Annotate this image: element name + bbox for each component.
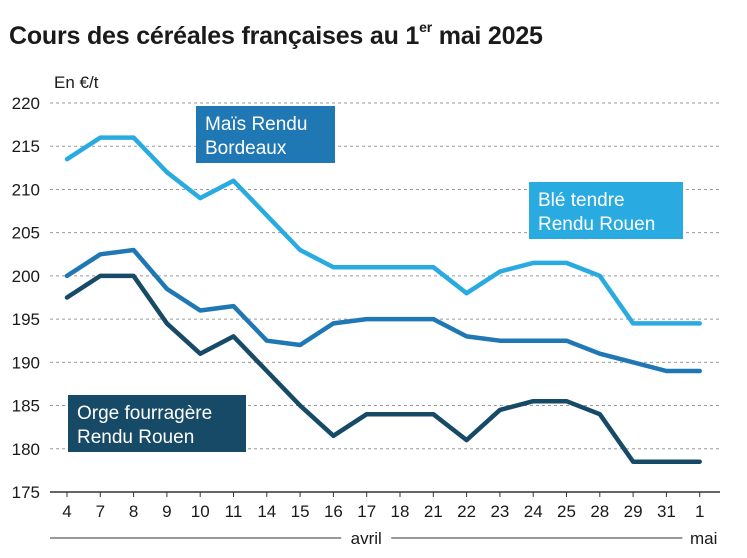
series-label-text: Rendu Rouen [77, 427, 194, 448]
series-label-text: Bordeaux [205, 138, 287, 159]
series-label-box [529, 182, 683, 239]
x-tick-label: 1 [695, 502, 704, 521]
x-tick-label: 17 [357, 502, 376, 521]
x-tick-label: 11 [225, 502, 243, 521]
chart-title-main: Cours des céréales françaises au 1 [9, 22, 420, 50]
y-tick-label: 210 [12, 180, 40, 199]
month-label: mai [690, 529, 717, 548]
series-label-box [196, 106, 335, 163]
x-tick-label: 18 [391, 502, 410, 521]
y-tick-label: 190 [12, 353, 40, 372]
series-label-text: Maïs Rendu [205, 114, 307, 135]
x-tick-label: 31 [657, 502, 676, 521]
series-line [64, 247, 702, 374]
y-tick-label: 215 [12, 137, 40, 156]
series-line [64, 135, 702, 326]
series-line [64, 273, 702, 464]
x-tick-label: 25 [557, 502, 576, 521]
x-tick-label: 4 [62, 502, 71, 521]
y-tick-label: 185 [12, 397, 40, 416]
x-tick-label: 22 [457, 502, 476, 521]
series-label: Orge fourragère Rendu Rouen [68, 395, 246, 452]
series-label: Maïs Rendu Bordeaux [196, 106, 335, 163]
x-tick-label: 28 [590, 502, 609, 521]
y-tick-label: 180 [12, 440, 40, 459]
y-tick-label: 175 [12, 483, 40, 502]
series-label: Blé tendre Rendu Rouen [529, 182, 683, 239]
chart-title-tail: mai 2025 [431, 22, 543, 50]
series-label-box [68, 395, 246, 452]
y-tick-label: 220 [12, 94, 40, 113]
series-label-text: Blé tendre [538, 190, 625, 211]
y-axis-unit-label: En €/t [54, 73, 99, 92]
series-lines [64, 135, 702, 464]
x-tick-label: 15 [291, 502, 310, 521]
chart-title: Cours des céréales françaises au 1er mai… [9, 19, 543, 51]
x-tick-label: 7 [96, 502, 105, 521]
x-tick-label: 10 [191, 502, 210, 521]
x-tick-label: 8 [129, 502, 138, 521]
series-labels: Blé tendre Rendu Rouen Maïs Rendu Bordeaux O… [68, 106, 683, 452]
series-label-text: Rendu Rouen [538, 214, 655, 235]
series-label-text: Orge fourragère [77, 403, 212, 424]
x-tick-label: 21 [424, 502, 443, 521]
month-label: avril [351, 529, 382, 548]
x-tick-label: 23 [490, 502, 509, 521]
x-tick-label: 9 [162, 502, 171, 521]
y-tick-label: 195 [12, 310, 40, 329]
y-tick-label: 205 [12, 224, 40, 243]
x-tick-label: 16 [324, 502, 343, 521]
x-tick-label: 29 [624, 502, 643, 521]
chart-title-superscript: er [419, 19, 432, 35]
x-tick-label: 14 [257, 502, 276, 521]
axes: 175 180 185 190 195 200 205 210 215 220 4 7 8 9 10 11 14… [12, 94, 720, 548]
y-tick-label: 200 [12, 267, 40, 286]
x-tick-label: 24 [524, 502, 543, 521]
